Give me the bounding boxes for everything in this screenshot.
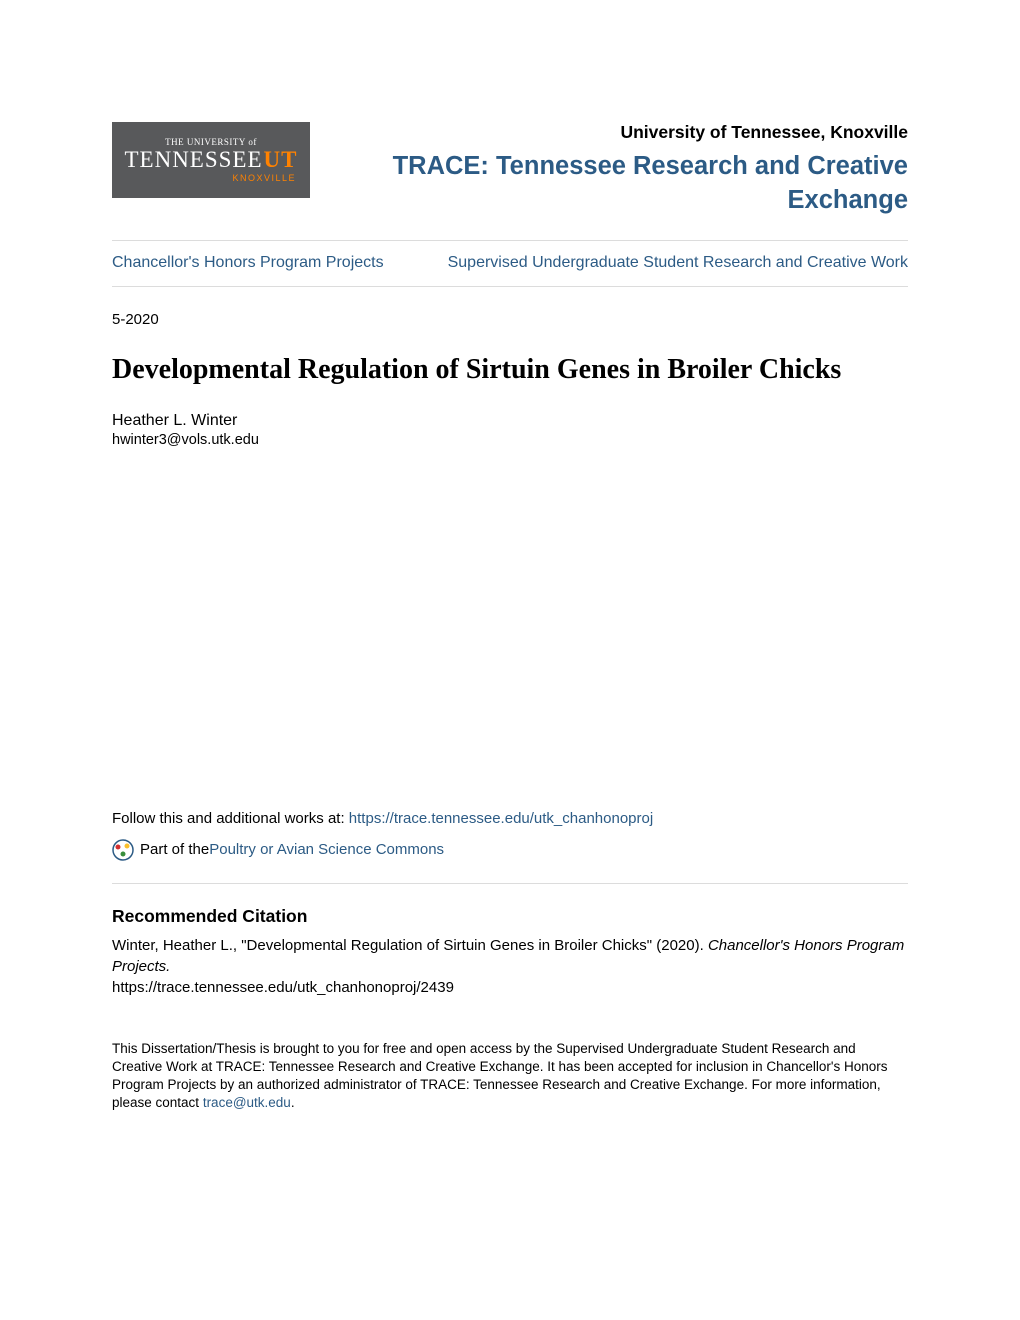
part-of-link[interactable]: Poultry or Avian Science Commons [209, 841, 444, 858]
divider [112, 286, 908, 287]
logo-line2: TENNESSEE UT [124, 147, 297, 173]
footer-suffix: . [291, 1095, 295, 1110]
author-email: hwinter3@vols.utk.edu [112, 432, 908, 448]
breadcrumb-left-link[interactable]: Chancellor's Honors Program Projects [112, 254, 384, 272]
follow-prefix: Follow this and additional works at: [112, 810, 349, 827]
part-of-line: Part of the Poultry or Avian Science Com… [112, 839, 908, 861]
breadcrumb-right-link[interactable]: Supervised Undergraduate Student Researc… [448, 253, 908, 274]
citation-heading: Recommended Citation [112, 906, 908, 927]
logo-main-text: TENNESSEE [124, 147, 262, 173]
publication-date: 5-2020 [112, 311, 908, 328]
breadcrumb: Chancellor's Honors Program Projects Sup… [112, 241, 908, 286]
logo-suffix: UT [264, 147, 298, 173]
header-titles: University of Tennessee, Knoxville TRACE… [310, 122, 908, 218]
logo-line3: KNOXVILLE [232, 173, 296, 183]
part-of-prefix: Part of the [140, 841, 209, 858]
citation-url: https://trace.tennessee.edu/utk_chanhono… [112, 979, 908, 996]
institution-name: University of Tennessee, Knoxville [310, 122, 908, 143]
follow-link[interactable]: https://trace.tennessee.edu/utk_chanhono… [349, 810, 653, 827]
divider [112, 883, 908, 884]
citation-body: Winter, Heather L., "Developmental Regul… [112, 937, 708, 954]
footer-text: This Dissertation/Thesis is brought to y… [112, 1040, 908, 1113]
spacer [112, 448, 908, 810]
page-title: Developmental Regulation of Sirtuin Gene… [112, 354, 908, 386]
header: THE UNIVERSITY of TENNESSEE UT KNOXVILLE… [112, 122, 908, 218]
site-title-link[interactable]: TRACE: Tennessee Research and Creative E… [393, 152, 908, 214]
footer-contact-link[interactable]: trace@utk.edu [203, 1095, 291, 1110]
logo-line1: THE UNIVERSITY of [165, 137, 257, 147]
university-logo[interactable]: THE UNIVERSITY of TENNESSEE UT KNOXVILLE [112, 122, 310, 198]
author-name: Heather L. Winter [112, 412, 908, 430]
citation-text: Winter, Heather L., "Developmental Regul… [112, 935, 908, 977]
follow-line: Follow this and additional works at: htt… [112, 810, 908, 827]
network-icon [112, 839, 134, 861]
